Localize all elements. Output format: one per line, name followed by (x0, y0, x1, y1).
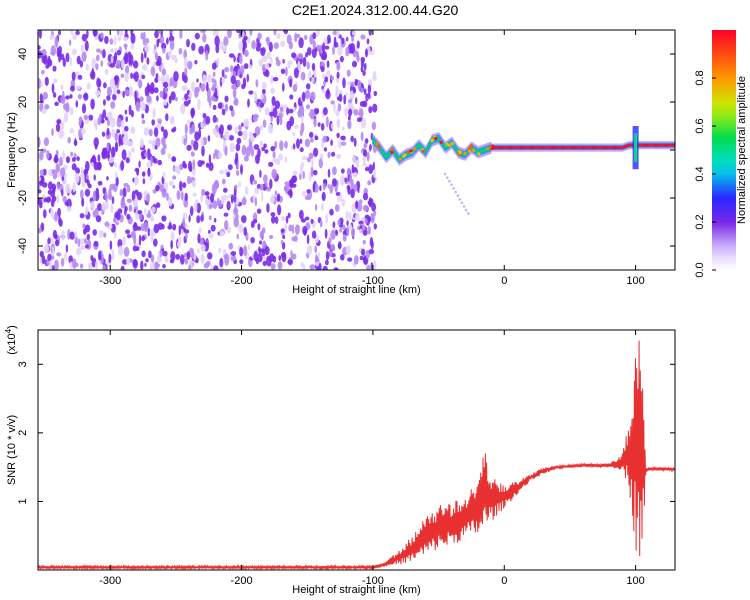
colorbar-gradient (712, 30, 736, 270)
y-axis-label: Frequency (Hz) (6, 112, 18, 188)
snr-panel: -300 -200 -100 0 100 1 2 3 Height of straight li… (4, 325, 676, 596)
y-scale-factor: (x104) (4, 325, 18, 355)
y-tick-label: 1 (17, 498, 29, 504)
x-tick-label: -200 (231, 575, 253, 587)
colorbar-tick-label: 0.8 (694, 70, 706, 85)
y-tick-label: 3 (17, 361, 29, 367)
x-tick-label: -300 (99, 575, 121, 587)
noise-region (38, 30, 378, 270)
x-tick-label: 0 (501, 275, 507, 287)
y-tick-label: -40 (17, 238, 29, 254)
snr-frame (37, 329, 676, 571)
x-tick-label: -100 (362, 275, 384, 287)
y-tick-label: 40 (17, 48, 29, 60)
x-tick-label: 100 (626, 575, 644, 587)
snr-line (38, 340, 675, 570)
y-axis-label: SNR (10 * v/v) (6, 415, 18, 485)
colorbar-tick-label: 0.2 (694, 214, 706, 229)
x-tick-label: 0 (501, 575, 507, 587)
signal-spike (632, 126, 639, 170)
y-tick-label: -20 (17, 190, 29, 206)
colorbar-tick-label: 0.0 (694, 262, 706, 277)
y-tick-label: 20 (17, 96, 29, 108)
y-tick-label: 0 (17, 147, 29, 153)
colorbar-label: Normalized spectral amplitude (736, 76, 748, 224)
colorbar: 0.0 0.2 0.4 0.6 0.8 Normalized spectral ampli… (694, 30, 748, 278)
x-axis-label: Height of straight line (km) (292, 284, 420, 296)
x-tick-label: -100 (362, 575, 384, 587)
y-tick-label: 2 (17, 430, 29, 436)
x-axis-label: Height of straight line (km) (292, 584, 420, 596)
signal-ridge (372, 132, 675, 166)
x-tick-label: -300 (99, 275, 121, 287)
x-tick-label: -200 (231, 275, 253, 287)
colorbar-tick-label: 0.4 (694, 166, 706, 181)
x-tick-label: 100 (626, 275, 644, 287)
spectrogram-plot-area (38, 30, 675, 270)
colorbar-tick-label: 0.6 (694, 118, 706, 133)
chart-title: C2E1.2024.312.00.44.G20 (292, 2, 459, 18)
